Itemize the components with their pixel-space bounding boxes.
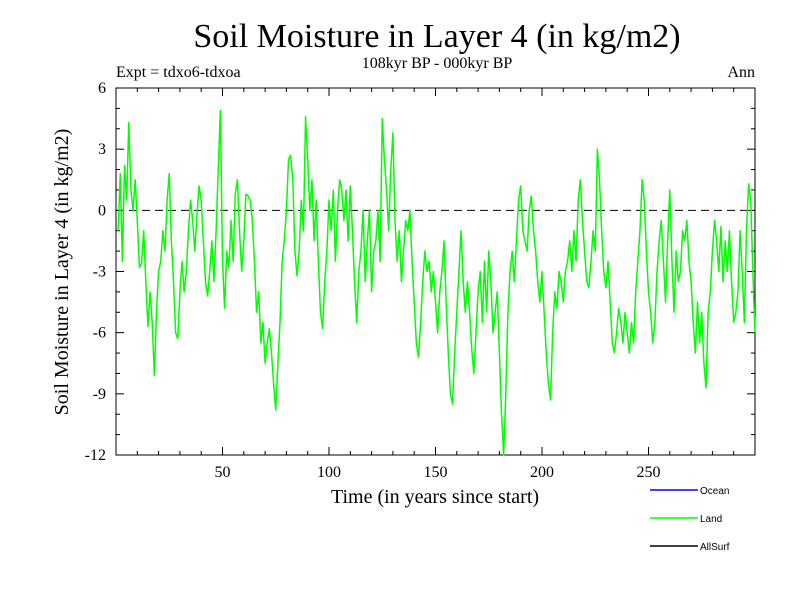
x-tick-label: 150 <box>424 464 448 481</box>
experiment-label: Expt = tdxo6-tdxoa <box>116 64 241 81</box>
x-tick-labels: 50 100 150 200 250 <box>215 464 661 481</box>
legend: Ocean Land AllSurf <box>650 486 730 553</box>
y-axis-label: Soil Moisture in Layer 4 (in kg/m2) <box>51 129 73 416</box>
y-tick-label: -6 <box>93 325 106 342</box>
y-tick-label: -12 <box>85 447 106 464</box>
y-tick-label: 0 <box>98 202 106 219</box>
period-label: Ann <box>727 64 755 81</box>
y-tick-label: 6 <box>98 80 106 97</box>
plot-frame <box>115 87 756 456</box>
chart-subtitle: 108kyr BP - 000kyr BP <box>362 55 513 72</box>
x-tick-label: 250 <box>637 464 661 481</box>
legend-label-ocean: Ocean <box>700 486 729 497</box>
legend-label-land: Land <box>700 514 722 525</box>
chart-title: Soil Moisture in Layer 4 (in kg/m2) <box>193 18 680 55</box>
x-tick-label: 50 <box>215 464 231 481</box>
y-tick-label: 3 <box>98 141 106 158</box>
series-line-land <box>117 109 756 456</box>
legend-label-allsurf: AllSurf <box>700 542 730 553</box>
y-tick-label: -9 <box>93 386 106 403</box>
y-tick-labels: 6 3 0 -3 -6 -9 -12 <box>85 80 106 464</box>
x-axis-label: Time (in years since start) <box>331 486 539 508</box>
axis-ticks <box>116 88 755 455</box>
plot-area <box>115 87 756 456</box>
x-tick-label: 200 <box>530 464 554 481</box>
x-tick-label: 100 <box>317 464 341 481</box>
y-tick-label: -3 <box>93 264 106 281</box>
